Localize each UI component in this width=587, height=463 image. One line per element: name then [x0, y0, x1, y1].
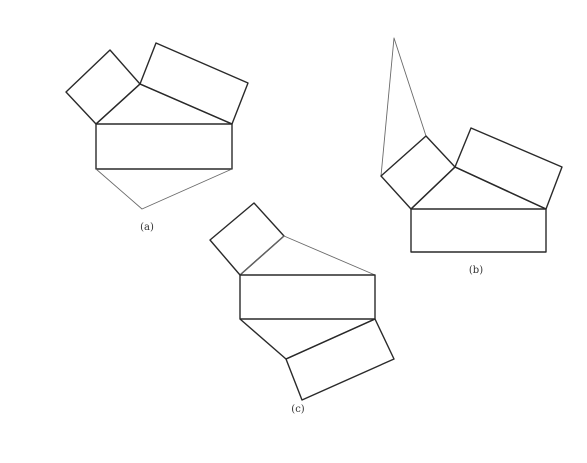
figure-a-base-rectangle — [95, 123, 233, 170]
figure-c-small-square — [209, 202, 285, 276]
figure-b-tilted-rectangle — [454, 127, 563, 210]
figure-b: (b) — [380, 37, 563, 276]
figure-c-upper-triangle — [239, 235, 376, 276]
figure-a-tilted-rectangle — [139, 42, 249, 125]
figure-a-triangle — [95, 83, 233, 125]
figure-b-base-rectangle — [410, 208, 547, 253]
figure-b-label: (b) — [469, 265, 483, 276]
figure-c-lower-triangle — [239, 318, 376, 360]
figure-a-small-square — [65, 49, 141, 125]
figure-c: (c) — [209, 202, 395, 415]
figure-a-label: (a) — [140, 222, 154, 233]
figure-a: (a) — [65, 42, 249, 233]
figure-b-triangle — [410, 166, 547, 210]
figure-c-label: (c) — [291, 404, 305, 415]
figure-a-lower-triangle — [95, 168, 233, 210]
figure-c-tilted-rectangle — [285, 318, 395, 401]
figure-b-small-square — [380, 135, 456, 210]
figure-c-middle-rectangle — [239, 274, 376, 320]
